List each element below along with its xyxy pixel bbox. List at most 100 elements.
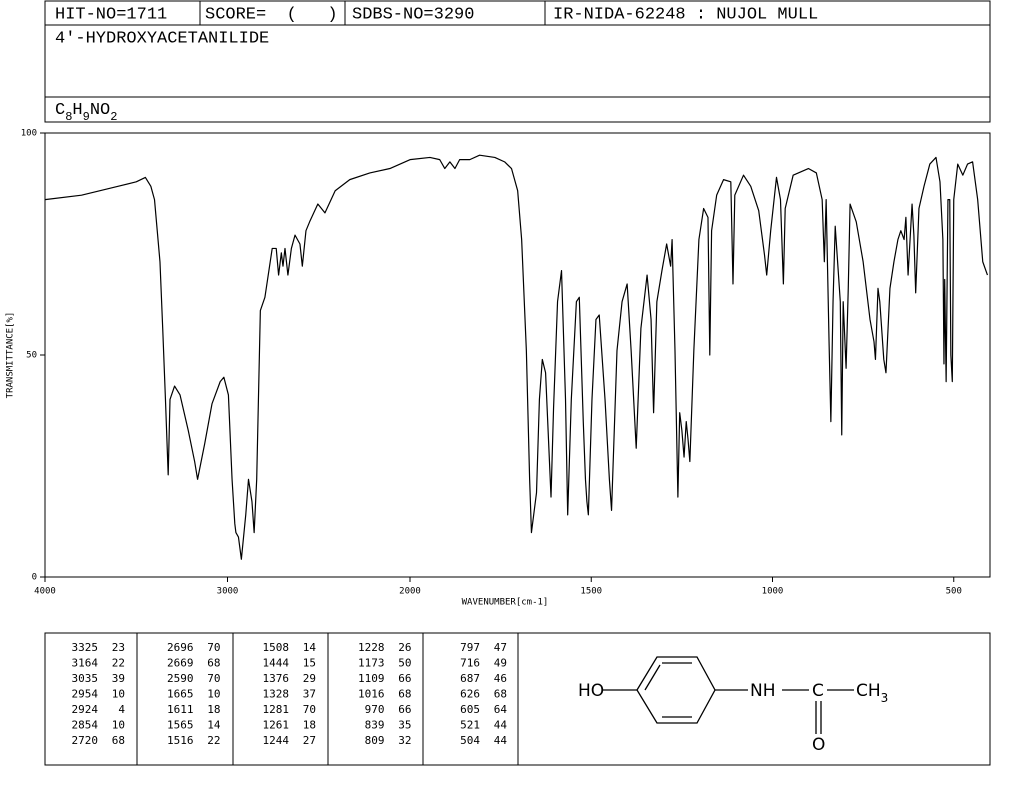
peak-wavenumber: 504 bbox=[460, 734, 480, 747]
peak-transmittance: 37 bbox=[303, 688, 316, 701]
peak-wavenumber: 839 bbox=[365, 719, 385, 732]
peak-transmittance: 68 bbox=[112, 734, 125, 747]
peak-wavenumber: 1328 bbox=[263, 688, 290, 701]
bond bbox=[644, 664, 661, 691]
atom-label: O bbox=[812, 735, 825, 755]
peak-wavenumber: 1228 bbox=[358, 641, 385, 654]
atom-label: CH3 bbox=[856, 681, 888, 705]
ir-code: IR-NIDA-62248 : NUJOL MULL bbox=[553, 5, 818, 24]
spectrum-line bbox=[44, 154, 989, 560]
peak-transmittance: 44 bbox=[494, 719, 508, 732]
peak-wavenumber: 626 bbox=[460, 688, 480, 701]
peak-wavenumber: 2854 bbox=[72, 719, 99, 732]
peak-transmittance: 35 bbox=[398, 719, 411, 732]
peak-transmittance: 10 bbox=[112, 719, 125, 732]
atom-label: NH bbox=[750, 681, 776, 701]
formula-subscript: 2 bbox=[110, 110, 117, 124]
peak-wavenumber: 687 bbox=[460, 672, 480, 685]
peak-wavenumber: 809 bbox=[365, 734, 385, 747]
peak-wavenumber: 2720 bbox=[72, 734, 99, 747]
benzene-ring bbox=[636, 656, 716, 724]
peak-wavenumber: 605 bbox=[460, 703, 480, 716]
peak-wavenumber: 716 bbox=[460, 657, 480, 670]
x-axis-label: WAVENUMBER[cm-1] bbox=[462, 598, 549, 608]
peak-transmittance: 66 bbox=[398, 703, 411, 716]
peak-wavenumber: 1016 bbox=[358, 688, 385, 701]
peak-transmittance: 26 bbox=[398, 641, 411, 654]
peak-transmittance: 66 bbox=[398, 672, 411, 685]
peak-transmittance: 70 bbox=[207, 672, 220, 685]
peak-transmittance: 64 bbox=[494, 703, 508, 716]
peak-transmittance: 14 bbox=[207, 719, 221, 732]
x-tick-label: 2000 bbox=[399, 587, 421, 597]
peak-transmittance: 23 bbox=[112, 641, 125, 654]
peak-transmittance: 18 bbox=[207, 703, 220, 716]
structure: HO NH C CH3 O bbox=[578, 656, 888, 755]
peak-wavenumber: 521 bbox=[460, 719, 480, 732]
peak-transmittance: 22 bbox=[207, 734, 220, 747]
peak-transmittance: 18 bbox=[303, 719, 316, 732]
peak-wavenumber: 1665 bbox=[167, 688, 194, 701]
sdbs-no: SDBS-NO=3290 bbox=[352, 5, 474, 24]
peak-transmittance: 10 bbox=[207, 688, 220, 701]
peak-transmittance: 68 bbox=[494, 688, 507, 701]
peak-wavenumber: 1508 bbox=[263, 641, 290, 654]
formula-subscript: 9 bbox=[83, 110, 90, 124]
peak-transmittance: 39 bbox=[112, 672, 125, 685]
atom-subscript: 3 bbox=[881, 691, 889, 705]
y-tick-label: 50 bbox=[26, 351, 37, 361]
peak-transmittance: 46 bbox=[494, 672, 507, 685]
atom-label: CH bbox=[856, 681, 881, 701]
x-tick-label: 4000 bbox=[34, 587, 56, 597]
header-box bbox=[44, 0, 991, 123]
formula-part: H bbox=[72, 101, 82, 120]
x-tick-label: 3000 bbox=[217, 587, 239, 597]
peak-wavenumber: 1281 bbox=[263, 703, 290, 716]
peak-wavenumber: 2696 bbox=[167, 641, 194, 654]
x-tick-label: 1000 bbox=[762, 587, 784, 597]
formula-subscript: 8 bbox=[65, 110, 72, 124]
peak-wavenumber: 3325 bbox=[72, 641, 99, 654]
hit-no: HIT-NO=1711 bbox=[55, 5, 167, 24]
score: SCORE= ( ) bbox=[205, 5, 338, 24]
peak-wavenumber: 2954 bbox=[72, 688, 99, 701]
peak-wavenumber: 2590 bbox=[167, 672, 194, 685]
peak-wavenumber: 1565 bbox=[167, 719, 194, 732]
x-tick-label: 1500 bbox=[580, 587, 602, 597]
peak-transmittance: 44 bbox=[494, 734, 508, 747]
peak-wavenumber: 1516 bbox=[167, 734, 194, 747]
peak-transmittance: 29 bbox=[303, 672, 316, 685]
peak-wavenumber: 1611 bbox=[167, 703, 194, 716]
peak-transmittance: 10 bbox=[112, 688, 125, 701]
peak-transmittance: 49 bbox=[494, 657, 507, 670]
x-tick-label: 500 bbox=[946, 587, 962, 597]
y-tick-label: 0 bbox=[32, 573, 37, 583]
peak-transmittance: 14 bbox=[303, 641, 317, 654]
y-tick-label: 100 bbox=[21, 129, 37, 139]
peak-wavenumber: 1244 bbox=[263, 734, 290, 747]
compound-name: 4'-HYDROXYACETANILIDE bbox=[55, 29, 269, 48]
peak-transmittance: 22 bbox=[112, 657, 125, 670]
formula-part: C bbox=[55, 101, 65, 120]
formula-part: NO bbox=[90, 101, 110, 120]
peak-wavenumber: 2669 bbox=[167, 657, 194, 670]
peak-transmittance: 68 bbox=[398, 688, 411, 701]
peak-transmittance: 27 bbox=[303, 734, 316, 747]
peak-transmittance: 70 bbox=[207, 641, 220, 654]
peak-transmittance: 47 bbox=[494, 641, 507, 654]
peak-wavenumber: 1376 bbox=[263, 672, 290, 685]
peak-transmittance: 15 bbox=[303, 657, 316, 670]
plot-frame bbox=[44, 132, 991, 578]
peak-transmittance: 50 bbox=[398, 657, 411, 670]
peak-wavenumber: 1444 bbox=[263, 657, 290, 670]
peak-transmittance: 70 bbox=[303, 703, 316, 716]
y-axis-label: TRANSMITTANCE[%] bbox=[6, 312, 16, 399]
peak-transmittance: 68 bbox=[207, 657, 220, 670]
peak-wavenumber: 3035 bbox=[72, 672, 99, 685]
atom-label: HO bbox=[578, 681, 604, 701]
peak-wavenumber: 1261 bbox=[263, 719, 290, 732]
peak-wavenumber: 797 bbox=[460, 641, 480, 654]
peak-wavenumber: 3164 bbox=[72, 657, 99, 670]
